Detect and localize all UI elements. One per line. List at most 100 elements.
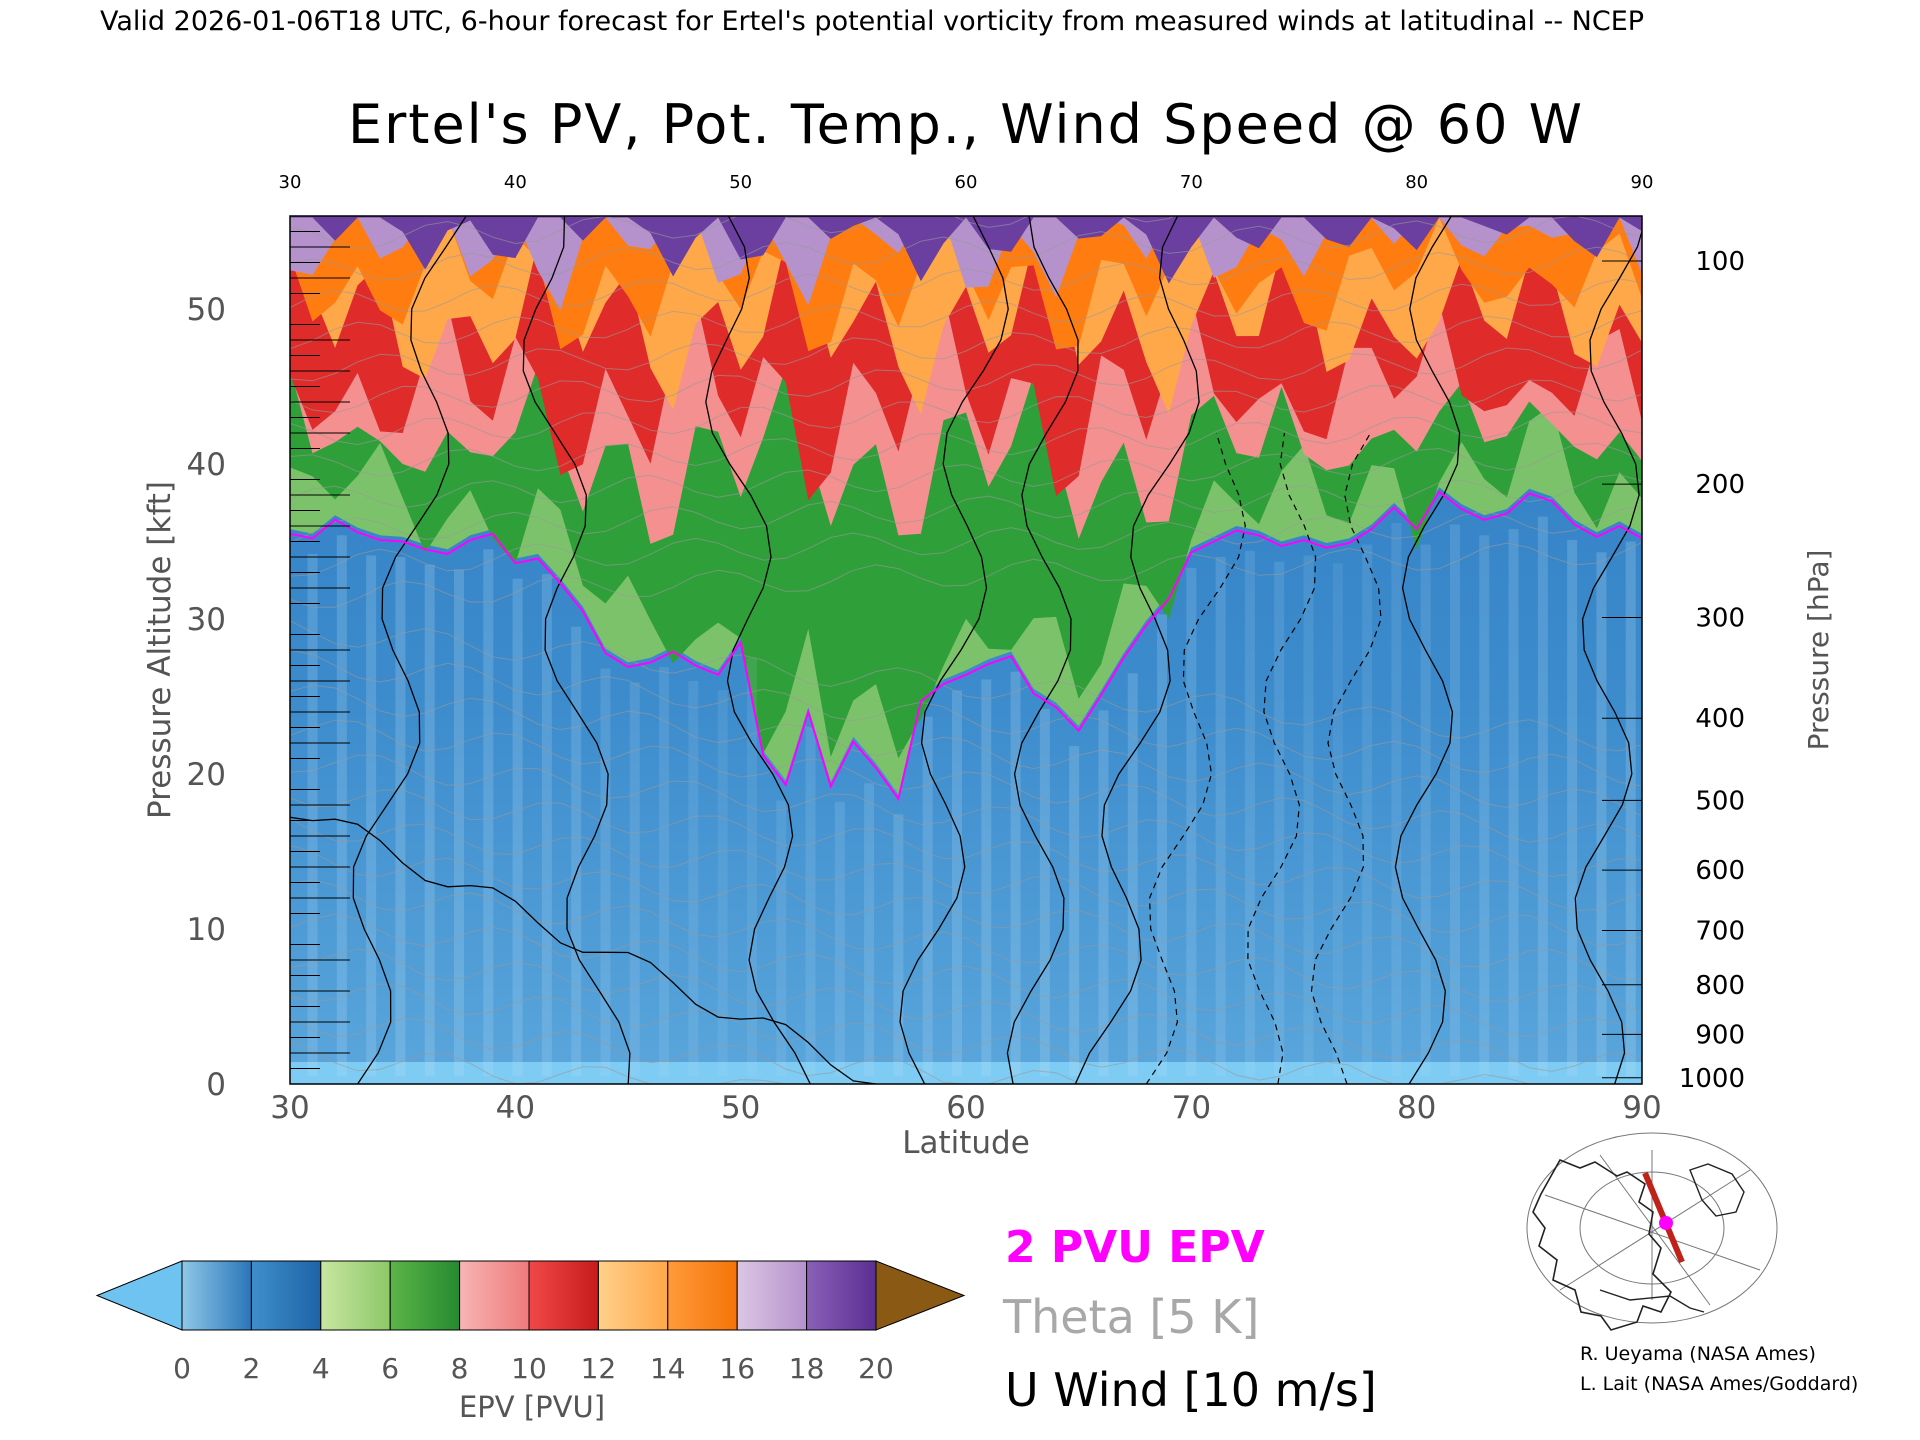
theta-contour <box>290 278 1642 350</box>
y-tick-label: 40 <box>187 447 226 483</box>
streak <box>1274 561 1285 1077</box>
streak <box>454 569 464 1077</box>
streak <box>1362 544 1373 1077</box>
y-axis-right-pressure: 100 200 300 400 500 600 700 800 900 1000 <box>1602 247 1745 1094</box>
streak <box>1479 535 1490 1077</box>
streak <box>1420 544 1431 1077</box>
colorbar-segment <box>320 1260 391 1331</box>
pressure-tick-label: 900 <box>1695 1020 1745 1050</box>
streak <box>366 555 377 1077</box>
colorbar-segment <box>389 1260 461 1331</box>
theta-contour <box>290 879 1642 1014</box>
y-tick-label: 10 <box>187 912 226 948</box>
theta-contour <box>290 541 1642 608</box>
theta-contour <box>290 379 1642 446</box>
credit-line-1: R. Ueyama (NASA Ames) <box>1580 1343 1816 1365</box>
credit-line-2: L. Lait (NASA Ames/Goddard) <box>1580 1373 1858 1395</box>
colorbar-arrow-high <box>875 1260 966 1331</box>
wind-contour <box>522 216 631 1084</box>
wind-contour-dashed <box>1145 432 1246 1084</box>
valid-header: Valid 2026-01-06T18 UTC, 6-hour forecast… <box>100 6 1644 37</box>
pressure-tick-label: 100 <box>1695 247 1745 277</box>
wind-contour <box>1394 216 1461 1084</box>
wind-contour-dashed <box>1310 432 1382 1084</box>
theta-contour <box>290 983 1642 1084</box>
streak <box>307 553 318 1077</box>
theta-contour <box>290 442 1642 509</box>
location-marker <box>1659 1216 1673 1230</box>
theta-contour <box>290 310 1642 382</box>
streak <box>981 679 992 1077</box>
colorbar-tick-label: 10 <box>511 1352 547 1385</box>
streak <box>717 690 728 1077</box>
streak <box>1537 516 1548 1077</box>
colorbar-tick-label: 14 <box>650 1352 686 1385</box>
y-tick-label: 50 <box>187 292 226 328</box>
pressure-tick-label: 800 <box>1695 971 1745 1001</box>
streak <box>776 800 787 1077</box>
colorbar-segment <box>528 1260 599 1331</box>
theta-contour <box>290 411 1642 477</box>
tropopause-2pvu-line <box>290 490 1642 802</box>
streak <box>1391 522 1402 1077</box>
streak <box>1098 710 1109 1077</box>
x-tick-label: 80 <box>1397 1090 1436 1126</box>
streak <box>688 681 699 1077</box>
streak <box>746 657 757 1077</box>
streak <box>922 716 933 1077</box>
theta-contour <box>290 347 1642 414</box>
pressure-tick-label: 600 <box>1695 856 1745 886</box>
y-tick-label: 0 <box>206 1067 226 1103</box>
theta-contour <box>290 818 1642 946</box>
streak <box>512 578 523 1077</box>
colorbar-tick-label: 2 <box>242 1352 260 1385</box>
streak <box>571 626 582 1077</box>
theta-contour <box>290 913 1642 1038</box>
x-top-tick-label: 40 <box>504 172 527 193</box>
plot-area <box>290 216 1642 1084</box>
wind-contour <box>899 216 1009 1084</box>
streak <box>1127 673 1138 1077</box>
colorbar-segment <box>597 1260 669 1331</box>
pressure-tick-label: 200 <box>1695 470 1745 500</box>
theta-contours <box>290 216 1642 1084</box>
theta-contour <box>290 1016 1642 1084</box>
theta-contour <box>290 684 1642 817</box>
x-top-tick-label: 30 <box>279 172 302 193</box>
colorbar-segment <box>459 1260 530 1331</box>
theta-contour <box>290 474 1642 543</box>
theta-contour <box>290 649 1642 787</box>
theta-contour <box>290 620 1642 752</box>
x-tick-label: 60 <box>946 1090 985 1126</box>
streak <box>1186 567 1197 1077</box>
streak <box>1244 550 1255 1077</box>
pressure-tick-label: 1000 <box>1679 1064 1745 1094</box>
epv-colorbar: 0 2 4 6 8 10 12 14 16 18 20 <box>95 1260 966 1385</box>
theta-contour <box>290 505 1642 577</box>
y-axis-left: 0 10 20 30 40 50 <box>187 231 350 1103</box>
streak <box>1332 563 1343 1077</box>
colorbar-segment <box>667 1260 738 1331</box>
streak <box>659 667 670 1077</box>
streak <box>1449 524 1460 1077</box>
theta-contour <box>290 216 1642 281</box>
legend-theta: Theta [5 K] <box>1002 1290 1259 1344</box>
pressure-tick-label: 400 <box>1695 704 1745 734</box>
colorbar-arrow-low <box>95 1260 183 1331</box>
layer-lavender <box>290 216 1642 311</box>
x-tick-label: 70 <box>1172 1090 1211 1126</box>
theta-contour <box>290 754 1642 878</box>
streak <box>1157 614 1168 1077</box>
streak <box>1215 557 1226 1077</box>
wind-contour <box>1006 216 1079 1084</box>
pressure-tick-label: 300 <box>1695 603 1745 633</box>
x-tick-label: 50 <box>721 1090 760 1126</box>
streak <box>1010 671 1021 1077</box>
colorbar-segment <box>181 1260 252 1331</box>
streak <box>629 682 640 1077</box>
colorbar-tick-label: 20 <box>858 1352 894 1385</box>
x-tick-label: 30 <box>270 1090 309 1126</box>
streak <box>395 557 406 1077</box>
x-tick-label: 40 <box>496 1090 535 1126</box>
